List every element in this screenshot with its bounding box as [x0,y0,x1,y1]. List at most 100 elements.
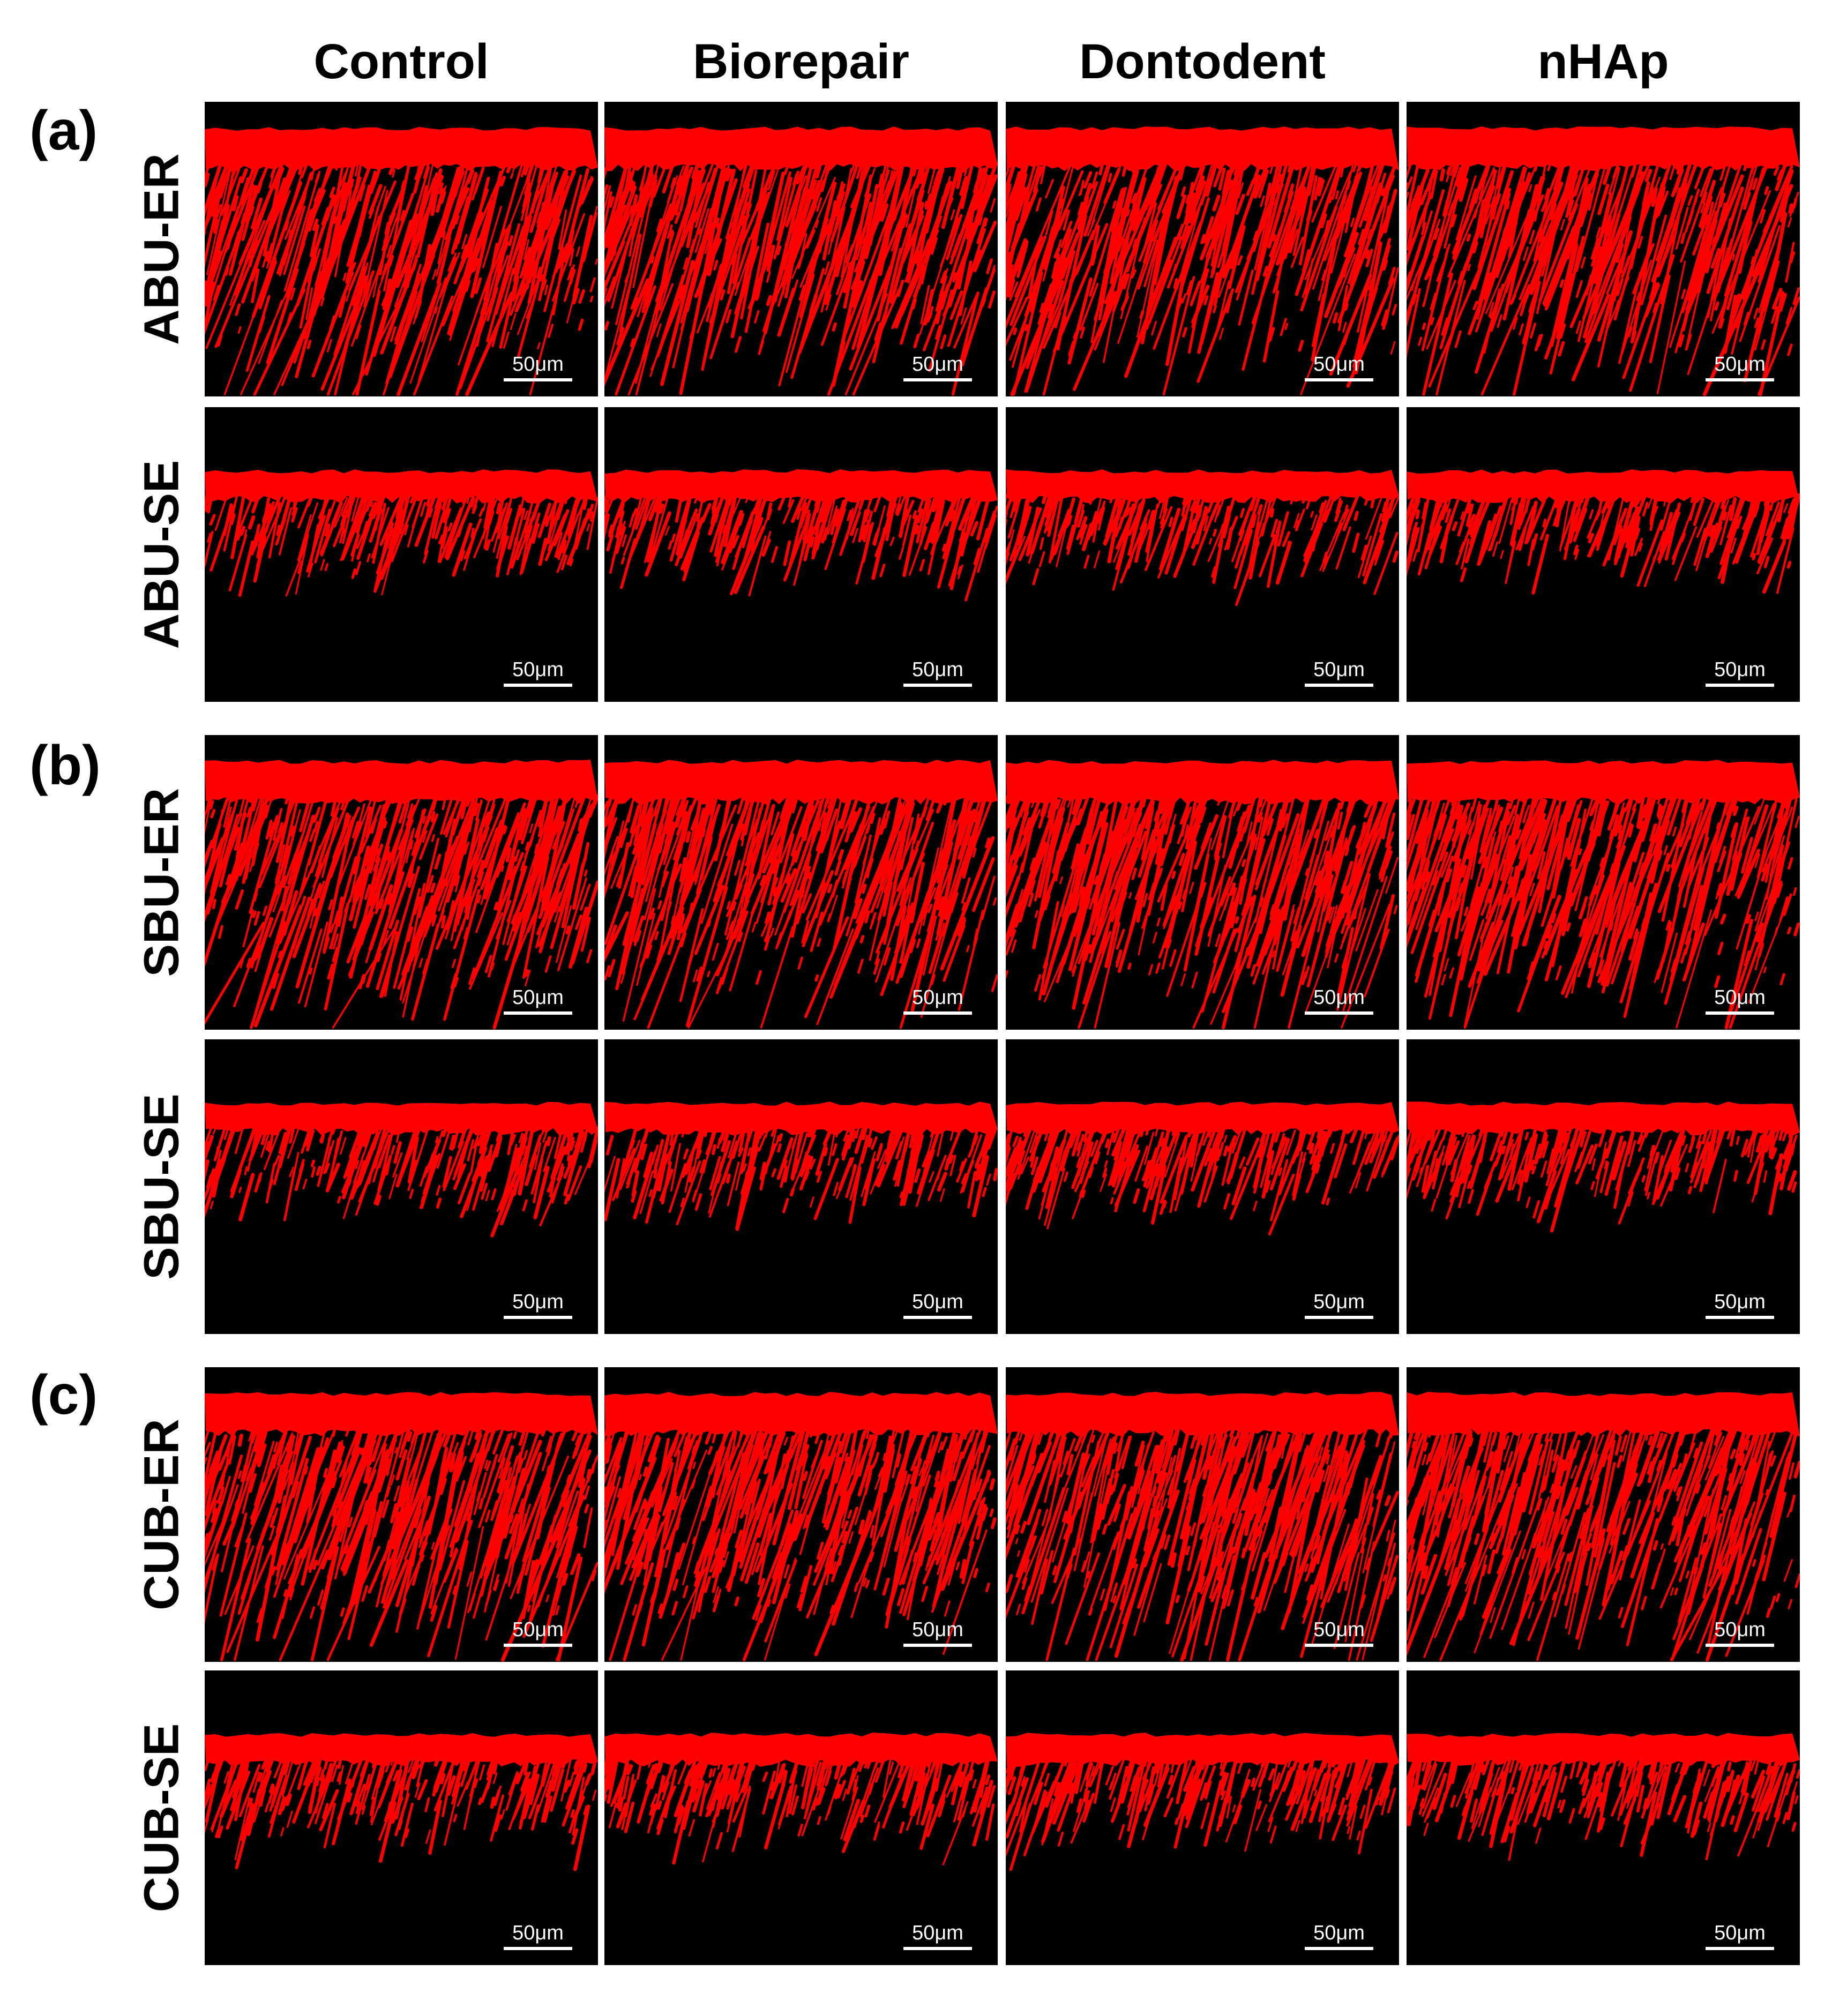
scale-bar: 50μm [1706,986,1774,1015]
scale-bar-line [504,1011,572,1015]
scale-bar-line [1706,1011,1774,1015]
scale-bar-label: 50μm [1313,986,1365,1009]
panel-label: (a) [29,100,98,162]
scale-bar-label: 50μm [512,353,564,376]
panel-label: (c) [29,1364,98,1426]
scale-bar: 50μm [1305,1290,1373,1319]
column-header: nHAp [1537,34,1669,89]
resin-tags [1006,1125,1399,1236]
micrograph-tile: 50μm [1006,1039,1399,1334]
micrograph-image [604,1392,998,1661]
micrograph-image [1407,1392,1800,1662]
scale-bar-line [903,684,972,687]
scale-bar: 50μm [504,658,572,687]
scale-bar-line [1305,378,1373,381]
micrograph-image [1006,1392,1399,1662]
hybrid-layer-band [604,126,998,171]
scale-bar-line [1305,684,1373,687]
scale-bar-line [1305,1644,1373,1647]
hybrid-layer-band [1006,126,1399,171]
resin-tags [1407,1426,1800,1662]
resin-tags [1407,493,1800,595]
scale-bar-line [1305,1947,1373,1950]
scale-bar-label: 50μm [512,1618,564,1641]
micrograph-image [205,469,598,597]
resin-tags [1407,1756,1800,1861]
micrograph-tile: 50μm [1407,102,1800,396]
resin-tags [205,1756,597,1871]
micrograph-image [1006,469,1399,606]
micrograph-image [604,126,998,396]
scale-bar-label: 50μm [912,1291,963,1313]
resin-tags [205,794,598,1030]
scale-bar: 50μm [903,353,972,381]
scale-bar-line [1305,1011,1373,1015]
scale-bar-line [1706,684,1774,687]
hybrid-layer-band [1407,1733,1800,1767]
resin-tags [604,1756,996,1865]
scale-bar-line [1706,1316,1774,1319]
resin-tags [604,161,998,396]
hybrid-layer-band [604,1392,998,1437]
scale-bar-line [504,378,572,381]
row-label: ABU-ER [134,153,189,345]
micrograph-tile: 50μm [604,735,998,1030]
resin-tags [1006,493,1399,606]
scale-bar-line [504,684,572,687]
micrograph-image [1407,126,1800,396]
micrograph-image [604,1733,998,1865]
scale-bar-line [903,1316,972,1319]
resin-tags [604,1125,998,1231]
hybrid-layer-band [1407,469,1800,504]
scale-bar-line [1706,378,1774,381]
scale-bar-line [903,1011,972,1015]
resin-tags [205,1426,598,1662]
micrograph-tile: 50μm [604,1039,998,1334]
scale-bar: 50μm [1305,353,1373,381]
scale-bar-label: 50μm [912,353,963,376]
micrograph-tile: 50μm [1006,407,1399,702]
scale-bar-line [504,1316,572,1319]
hybrid-layer-band [205,126,598,171]
micrograph-image [1006,126,1399,396]
scale-bar-line [1706,1947,1774,1950]
scale-bar: 50μm [903,1618,972,1647]
resin-tags [1006,161,1399,396]
scale-bar: 50μm [1706,1618,1774,1647]
scale-bar-label: 50μm [1714,658,1766,681]
micrograph-image [604,760,998,1029]
scale-bar: 50μm [504,986,572,1015]
scale-bar-label: 50μm [912,1922,963,1944]
hybrid-layer-band [604,1733,998,1767]
hybrid-layer-band [1407,760,1800,805]
scale-bar-label: 50μm [1313,1618,1365,1641]
scale-bar-label: 50μm [912,658,963,681]
micrograph-image [1006,760,1399,1030]
micrograph-image [604,469,998,602]
resin-tags [604,493,998,602]
scale-bar: 50μm [1305,986,1373,1015]
scale-bar: 50μm [1305,1618,1373,1647]
row-label: CUB-ER [134,1419,189,1610]
hybrid-layer-band [1006,1392,1399,1437]
resin-tags [1006,1756,1396,1871]
micrograph-tile: 50μm [205,1670,598,1965]
scale-bar: 50μm [1706,1290,1774,1319]
micrograph-tile: 50μm [1006,1367,1399,1662]
scale-bar: 50μm [504,1618,572,1647]
micrograph-image [1407,1733,1800,1861]
resin-tags [604,1426,997,1661]
scale-bar: 50μm [1706,1921,1774,1950]
micrograph-image [205,1101,598,1238]
row-label: SBU-SE [134,1093,189,1280]
resin-tags [205,161,598,396]
micrograph-tile: 50μm [1006,735,1399,1030]
scale-bar: 50μm [903,986,972,1015]
scale-bar-line [504,1644,572,1647]
resin-tags [604,794,998,1029]
micrograph-image [1407,1101,1800,1233]
micrograph-tile: 50μm [205,1039,598,1334]
column-header: Control [313,34,489,89]
micrograph-image [1407,469,1800,595]
